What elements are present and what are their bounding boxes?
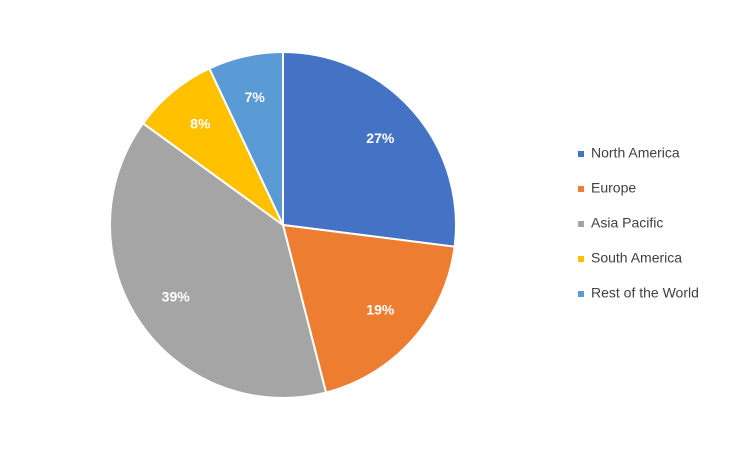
- data-label: 39%: [162, 289, 191, 305]
- pie-slice: [282, 50, 457, 248]
- legend-label: Europe: [591, 180, 636, 196]
- legend-marker: [578, 291, 584, 297]
- pie-slice: [109, 121, 328, 399]
- legend-label: South America: [591, 250, 682, 266]
- data-label: 19%: [366, 302, 395, 318]
- data-label: 7%: [245, 89, 266, 105]
- legend-marker: [578, 221, 584, 227]
- pie-slice: [208, 50, 284, 226]
- data-label: 8%: [190, 116, 211, 132]
- pie-slice: [281, 223, 456, 394]
- legend-label: Rest of the World: [591, 285, 699, 301]
- legend-label: Asia Pacific: [591, 215, 663, 231]
- legend-label: North America: [591, 145, 680, 161]
- data-label: 27%: [366, 130, 395, 146]
- legend-marker: [578, 151, 584, 157]
- legend-marker: [578, 256, 584, 262]
- legend-marker: [578, 186, 584, 192]
